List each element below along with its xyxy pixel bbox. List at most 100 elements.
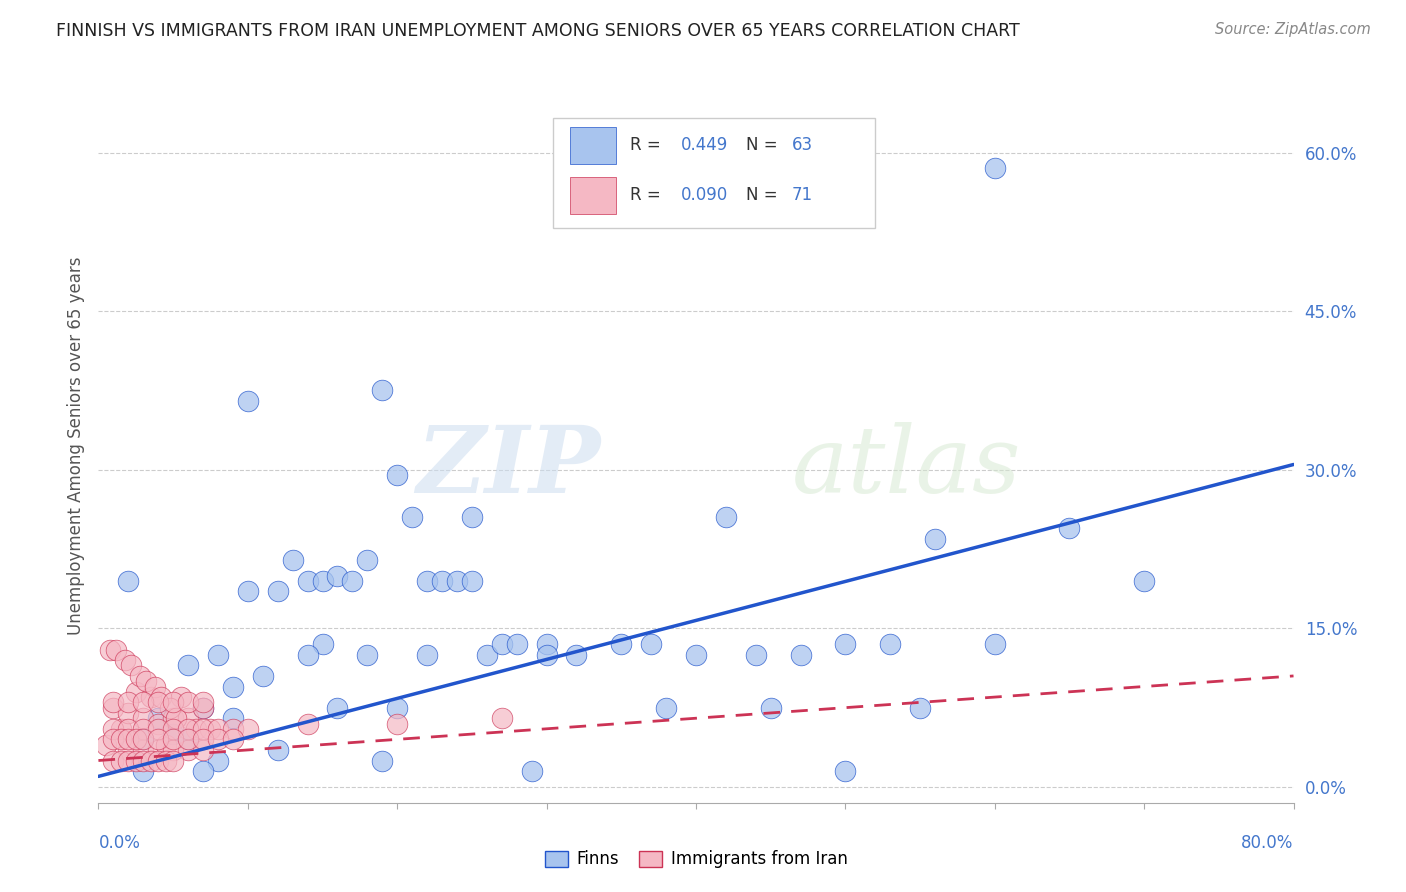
Text: 71: 71 xyxy=(792,186,813,203)
Point xyxy=(169,690,191,704)
Point xyxy=(879,637,901,651)
Text: R =: R = xyxy=(630,136,666,153)
Point xyxy=(177,743,200,757)
Point xyxy=(685,648,707,662)
Point xyxy=(103,754,125,768)
Point xyxy=(267,584,290,599)
Point xyxy=(150,690,173,704)
Point xyxy=(114,653,136,667)
Text: N =: N = xyxy=(747,136,783,153)
Point xyxy=(110,732,132,747)
Point xyxy=(191,743,214,757)
Point xyxy=(132,732,155,747)
Text: atlas: atlas xyxy=(792,423,1021,512)
Point xyxy=(132,695,155,709)
Point xyxy=(129,669,152,683)
Point xyxy=(162,732,184,747)
Point xyxy=(536,648,558,662)
Point xyxy=(132,711,155,725)
Point xyxy=(200,722,222,736)
Point xyxy=(356,552,378,566)
Point xyxy=(371,384,394,398)
Point xyxy=(191,722,214,736)
Point xyxy=(610,637,633,651)
Point xyxy=(191,700,214,714)
Point xyxy=(148,695,170,709)
Point xyxy=(165,711,187,725)
Point xyxy=(132,743,155,757)
Point xyxy=(222,732,245,747)
Text: ZIP: ZIP xyxy=(416,423,600,512)
Point xyxy=(103,732,125,747)
Point xyxy=(207,754,229,768)
Text: 0.0%: 0.0% xyxy=(98,834,141,852)
Point xyxy=(155,738,177,752)
Point xyxy=(342,574,364,588)
Point xyxy=(236,584,259,599)
Point xyxy=(117,732,139,747)
Point xyxy=(159,700,181,714)
Point xyxy=(983,637,1005,651)
Point xyxy=(311,574,333,588)
Point xyxy=(139,690,162,704)
FancyBboxPatch shape xyxy=(571,177,616,214)
Point xyxy=(125,754,148,768)
Text: N =: N = xyxy=(747,186,783,203)
Point xyxy=(385,716,409,731)
Text: R =: R = xyxy=(630,186,666,203)
Point xyxy=(520,764,543,778)
Point xyxy=(162,727,184,741)
Point xyxy=(120,658,142,673)
Text: 80.0%: 80.0% xyxy=(1241,834,1294,852)
Point xyxy=(117,754,139,768)
Point xyxy=(155,754,177,768)
Point xyxy=(148,711,170,725)
Point xyxy=(834,637,856,651)
Point xyxy=(506,637,529,651)
Point xyxy=(148,722,170,736)
Point xyxy=(184,722,207,736)
Point xyxy=(834,764,856,778)
Point xyxy=(326,568,349,582)
Point xyxy=(356,648,378,662)
Point xyxy=(655,700,678,714)
Point xyxy=(98,642,122,657)
Point xyxy=(236,722,259,736)
Legend: Finns, Immigrants from Iran: Finns, Immigrants from Iran xyxy=(536,842,856,877)
Point xyxy=(148,743,170,757)
Point xyxy=(191,695,214,709)
Point xyxy=(222,722,245,736)
Point xyxy=(139,754,162,768)
Point xyxy=(191,700,214,714)
Point xyxy=(103,695,125,709)
Point xyxy=(491,711,513,725)
Point xyxy=(162,722,184,736)
Point xyxy=(103,700,125,714)
Point xyxy=(236,394,259,409)
Point xyxy=(446,574,468,588)
Point xyxy=(714,510,737,524)
Point xyxy=(177,732,200,747)
Point xyxy=(125,685,148,699)
Point xyxy=(983,161,1005,176)
Point xyxy=(297,716,319,731)
Point xyxy=(326,700,349,714)
Point xyxy=(745,648,768,662)
Point xyxy=(461,510,484,524)
Point xyxy=(1059,521,1081,535)
Text: Source: ZipAtlas.com: Source: ZipAtlas.com xyxy=(1215,22,1371,37)
Point xyxy=(475,648,498,662)
Point xyxy=(143,680,166,694)
Point xyxy=(132,732,155,747)
Text: 0.449: 0.449 xyxy=(681,136,728,153)
Point xyxy=(759,700,782,714)
Point xyxy=(177,722,200,736)
Point xyxy=(565,648,588,662)
Point xyxy=(148,754,170,768)
Y-axis label: Unemployment Among Seniors over 65 years: Unemployment Among Seniors over 65 years xyxy=(66,257,84,635)
Point xyxy=(371,754,394,768)
FancyBboxPatch shape xyxy=(571,127,616,164)
Point xyxy=(640,637,662,651)
FancyBboxPatch shape xyxy=(553,118,875,228)
Point xyxy=(416,648,439,662)
